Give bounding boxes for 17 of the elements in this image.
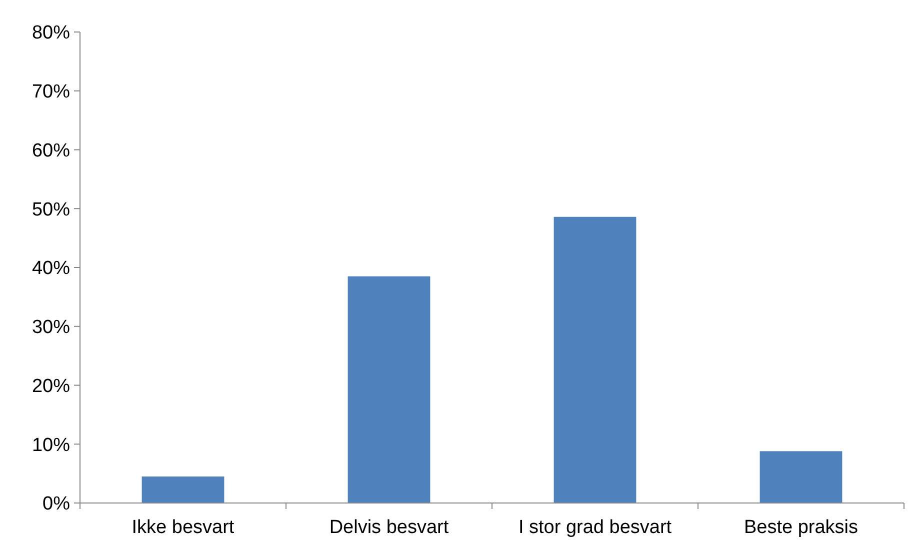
y-tick-label: 20%: [32, 376, 70, 397]
bar: [348, 276, 430, 503]
bar: [760, 451, 842, 503]
x-tick-label: Delvis besvart: [329, 517, 450, 538]
y-tick-label: 30%: [32, 317, 70, 338]
y-tick-label: 60%: [32, 140, 70, 162]
bar: [554, 216, 636, 503]
y-tick-label: 10%: [32, 434, 70, 456]
y-tick-label: 80%: [32, 22, 70, 44]
x-tick-label: I stor grad besvart: [518, 517, 672, 538]
y-tick-label: 0%: [42, 494, 70, 515]
x-tick-label: Ikke besvart: [132, 517, 235, 538]
bar: [142, 476, 224, 503]
x-tick-label: Beste praksis: [744, 517, 858, 538]
y-tick-label: 40%: [32, 258, 70, 280]
y-tick-label: 70%: [32, 82, 70, 103]
y-tick-label: 50%: [32, 199, 70, 220]
